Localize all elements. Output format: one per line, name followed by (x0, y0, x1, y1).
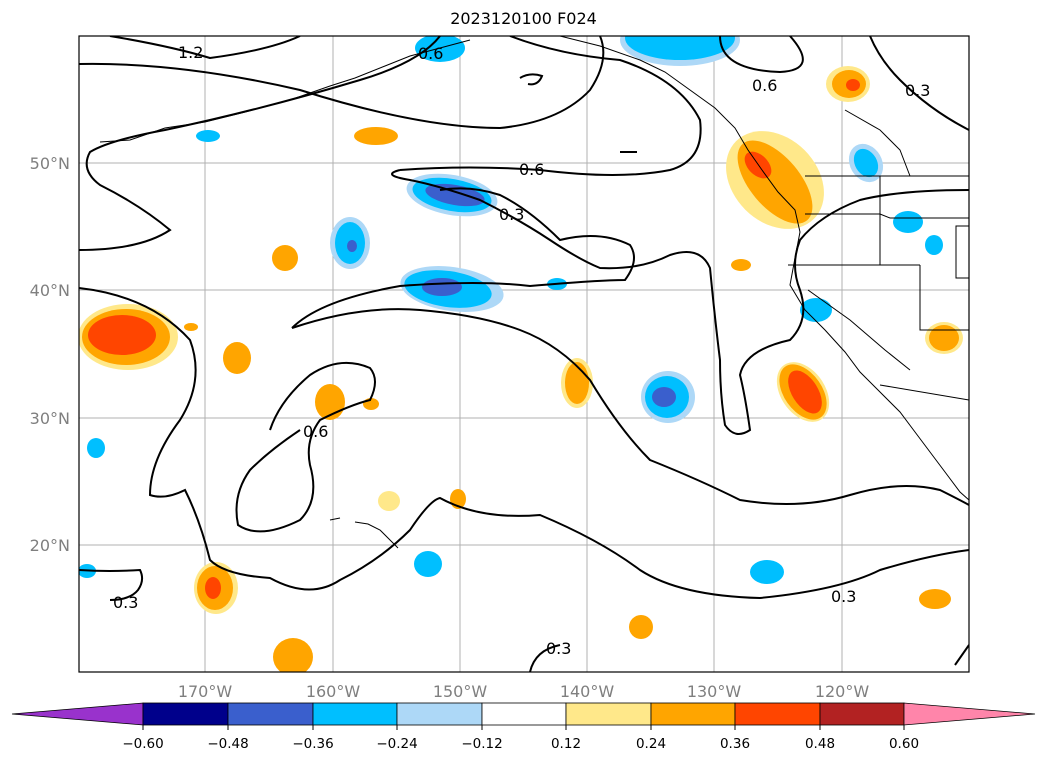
positive-anomaly-13 (629, 615, 653, 639)
colorbar-tick-label: −0.12 (461, 736, 502, 752)
lon-tick-label: 150°W (433, 682, 488, 701)
negative-anomaly-4 (330, 217, 370, 269)
positive-anomaly-8 (223, 342, 251, 374)
negative-anomaly-13 (196, 130, 220, 142)
colorbar-tick-label: 0.36 (720, 736, 750, 752)
negative-anomaly-1 (406, 173, 498, 217)
anomaly-fills (79, 36, 963, 672)
contour-label: 0.3 (499, 205, 524, 224)
contour-label: 0.3 (546, 639, 571, 658)
negative-anomaly-10 (414, 551, 442, 577)
colorbar-tick-label: −0.36 (292, 736, 333, 752)
lat-tick-label: 20°N (30, 536, 70, 555)
contour-label: 0.3 (113, 593, 138, 612)
colorbar-tick-label: −0.60 (122, 736, 163, 752)
negative-anomaly-5 (620, 36, 740, 66)
lon-tick-label: 140°W (560, 682, 615, 701)
positive-anomaly-16 (378, 491, 400, 511)
negative-anomaly-11 (750, 560, 784, 584)
positive-anomaly-12 (273, 638, 313, 672)
lon-tick-label: 130°W (687, 682, 742, 701)
colorbar-bin (565, 702, 652, 726)
colorbar-bin (819, 702, 905, 726)
colorbar-tick-label: 0.48 (805, 736, 835, 752)
colorbar-tick-label: 0.12 (551, 736, 581, 752)
colorbar-tick-label: −0.24 (376, 736, 417, 752)
colorbar (11, 702, 1036, 726)
positive-anomaly-2 (726, 131, 824, 229)
lon-tick-label: 120°W (815, 682, 870, 701)
map-frame (78, 35, 970, 673)
colorbar-bin (396, 702, 483, 726)
colorbar-tick-labels: −0.60 −0.48 −0.36 −0.24 −0.12 0.12 0.24 … (122, 736, 919, 752)
lon-tick-label: 160°W (306, 682, 361, 701)
lat-tick-label: 40°N (30, 281, 70, 300)
negative-anomaly-3 (641, 371, 695, 423)
map-title: 2023120100 F024 (450, 9, 597, 28)
colorbar-bin (312, 702, 398, 726)
negative-anomaly-12 (87, 438, 105, 458)
latitude-labels: 20°N 30°N 40°N 50°N (30, 154, 70, 555)
contour-label: 0.6 (303, 422, 328, 441)
contour-labels: 1.2 0.6 0.6 0.6 0.3 0.3 0.6 0.3 0.3 0.3 (113, 43, 930, 658)
contour-label: 0.6 (752, 76, 777, 95)
contour-label: 0.3 (905, 81, 930, 100)
negative-anomaly-6 (848, 143, 884, 183)
positive-anomaly-19 (184, 323, 198, 331)
coastlines (99, 36, 969, 549)
colorbar-tick-label: −0.48 (207, 736, 248, 752)
gridlines (79, 36, 969, 672)
colorbar-bin (650, 702, 736, 726)
negative-anomaly-8 (925, 235, 943, 255)
colorbar-bin (481, 702, 567, 726)
colorbar-bin (734, 702, 821, 726)
colorbar-extend-high (903, 702, 1036, 726)
colorbar-extend-low (11, 702, 144, 726)
positive-anomaly-4 (194, 562, 238, 614)
positive-anomaly-1 (79, 304, 178, 370)
contour-label: 0.6 (519, 160, 544, 179)
positive-anomaly-17 (731, 259, 751, 271)
colorbar-tick-label: 0.24 (636, 736, 666, 752)
negative-anomaly-7 (893, 211, 923, 233)
longitude-labels: 170°W 160°W 150°W 140°W 130°W 120°W (178, 682, 870, 701)
positive-anomaly-10 (272, 245, 298, 271)
positive-anomaly-6 (826, 66, 870, 102)
lat-tick-label: 50°N (30, 154, 70, 173)
positive-anomaly-11 (354, 127, 398, 145)
negative-anomaly-9 (800, 298, 832, 322)
contour-label: 1.2 (178, 43, 203, 62)
contour-label: 0.3 (831, 587, 856, 606)
positive-anomaly-14 (919, 589, 951, 609)
contour-label: 0.6 (418, 44, 443, 63)
colorbar-bin (227, 702, 314, 726)
positive-anomaly-3 (776, 362, 830, 422)
lat-tick-label: 30°N (30, 409, 70, 428)
colorbar-bin (142, 702, 229, 726)
colorbar-tick-label: 0.60 (889, 736, 919, 752)
colorbar-ticks (142, 725, 905, 730)
contour-lines (79, 36, 969, 672)
lon-tick-label: 170°W (178, 682, 233, 701)
negative-anomaly-15 (415, 36, 465, 62)
positive-anomaly-7 (925, 322, 963, 354)
